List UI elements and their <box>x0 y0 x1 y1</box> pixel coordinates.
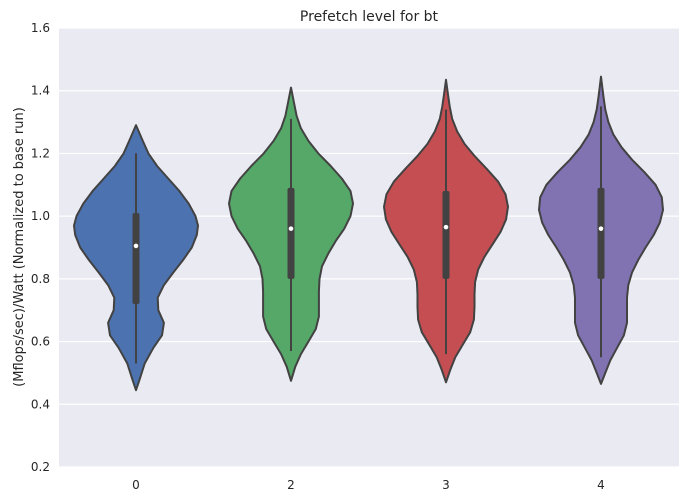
violin-iqr-box <box>132 213 140 304</box>
y-tick-label: 0.4 <box>31 397 50 411</box>
y-axis-label: (Mflops/sec)/Watt (Normalized to base ru… <box>12 107 27 387</box>
violin-median-point <box>133 243 139 249</box>
y-tick-label: 1.0 <box>31 209 50 223</box>
violin-median-point <box>443 224 449 230</box>
y-tick-label: 0.8 <box>31 272 50 286</box>
y-tick-label: 1.4 <box>31 84 50 98</box>
y-tick-label: 0.2 <box>31 460 50 474</box>
x-tick-label: 3 <box>442 478 450 492</box>
x-tick-label: 0 <box>132 478 140 492</box>
y-tick-label: 1.6 <box>31 21 50 35</box>
y-tick-labels: 0.2 0.4 0.6 0.8 1.0 1.2 1.4 1.6 <box>31 21 50 474</box>
x-tick-label: 2 <box>287 478 295 492</box>
chart-title: Prefetch level for bt <box>300 9 439 25</box>
x-tick-label: 4 <box>597 478 605 492</box>
violin-median-point <box>598 226 604 231</box>
violins <box>73 75 664 392</box>
violin-median-point <box>288 226 294 231</box>
violin-iqr-box <box>442 191 450 279</box>
x-tick-labels: 0 2 3 4 <box>132 478 605 492</box>
y-tick-label: 1.2 <box>31 146 50 160</box>
violin-iqr-box <box>597 187 605 279</box>
y-tick-label: 0.6 <box>31 335 50 349</box>
violin-iqr-box <box>287 187 295 279</box>
